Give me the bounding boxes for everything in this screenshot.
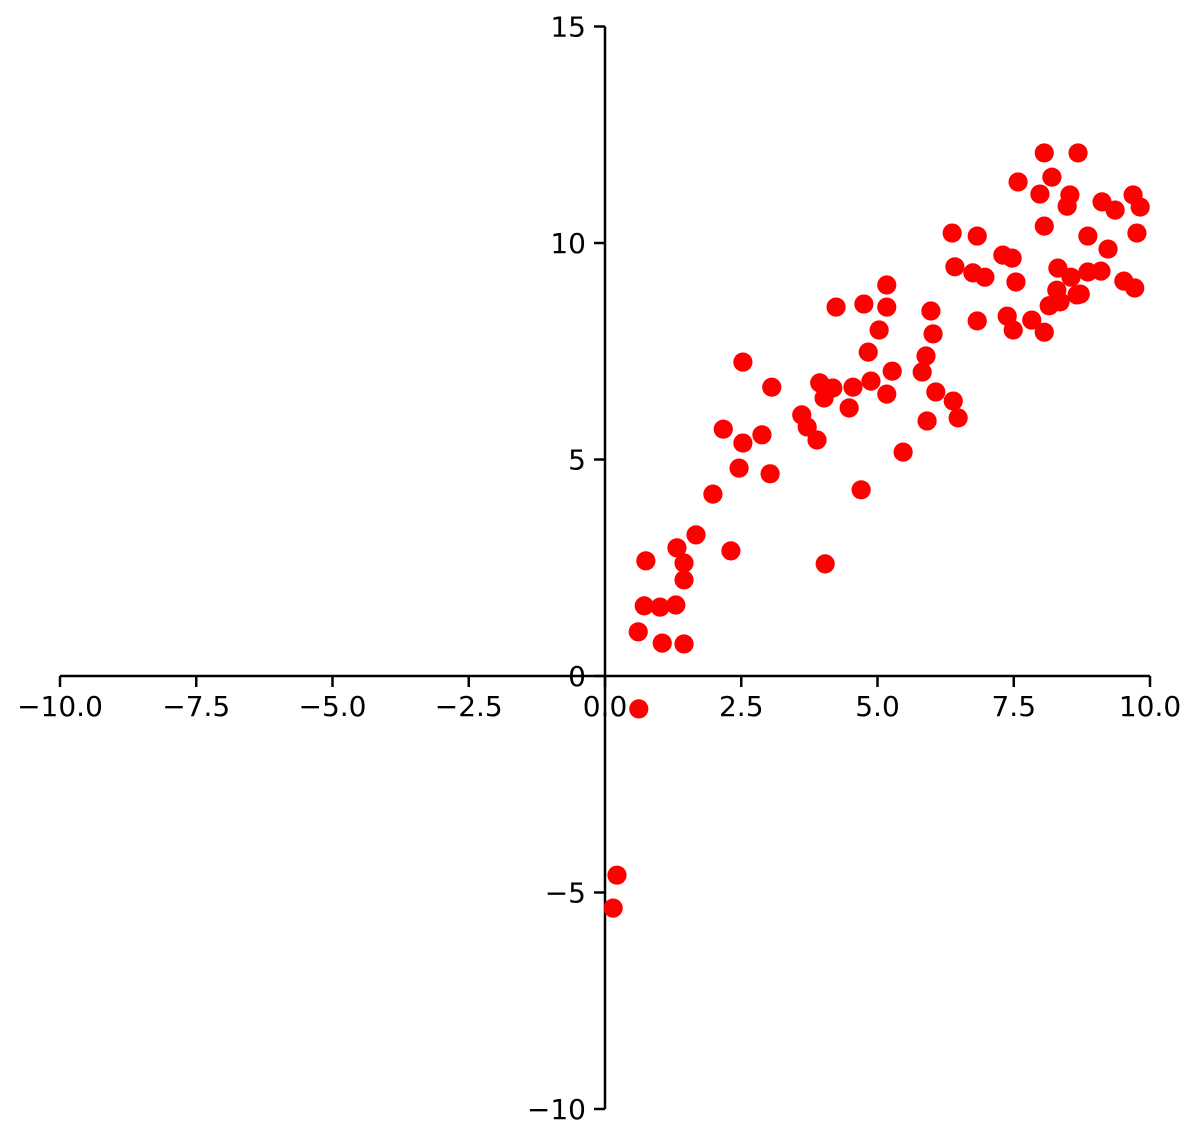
data-point [942, 223, 962, 243]
data-point [943, 391, 963, 411]
data-point [1105, 200, 1125, 220]
data-point [851, 480, 871, 500]
data-point [877, 275, 897, 295]
data-point [1127, 223, 1147, 243]
data-point [967, 226, 987, 246]
data-point [1067, 285, 1087, 305]
data-point [948, 408, 968, 428]
data-point [1034, 216, 1054, 236]
data-point [1130, 197, 1150, 217]
data-point [945, 257, 965, 277]
data-point [858, 342, 878, 362]
data-point [1050, 292, 1070, 312]
data-point [674, 570, 694, 590]
data-point [877, 297, 897, 317]
y-tick-label: 10 [550, 227, 586, 260]
data-point [826, 297, 846, 317]
data-point [839, 398, 859, 418]
data-point [650, 597, 670, 617]
data-point [652, 633, 672, 653]
data-point [814, 388, 834, 408]
x-tick-label: −7.5 [162, 690, 230, 723]
data-point [733, 433, 753, 453]
data-point [703, 484, 723, 504]
scatter-points [603, 143, 1150, 918]
data-point [1042, 167, 1062, 187]
data-point [967, 311, 987, 331]
data-point [921, 301, 941, 321]
data-point [882, 361, 902, 381]
data-point [634, 596, 654, 616]
data-point [1002, 248, 1022, 268]
data-point [1022, 310, 1042, 330]
data-point [1068, 143, 1088, 163]
data-point [721, 541, 741, 561]
data-point [1034, 322, 1054, 342]
data-point [912, 362, 932, 382]
data-point [815, 554, 835, 574]
data-point [926, 382, 946, 402]
data-point [917, 411, 937, 431]
data-point [861, 371, 881, 391]
x-tick-label: 10.0 [1119, 690, 1181, 723]
data-point [752, 425, 772, 445]
data-point [629, 699, 649, 719]
data-point [607, 865, 627, 885]
data-point [923, 324, 943, 344]
data-point [1125, 278, 1145, 298]
data-point [1003, 320, 1023, 340]
data-point [893, 442, 913, 462]
data-point [713, 419, 733, 439]
data-point [686, 525, 706, 545]
data-point [1078, 226, 1098, 246]
data-point [1030, 184, 1050, 204]
data-point [674, 553, 694, 573]
data-point [733, 352, 753, 372]
data-point [603, 898, 623, 918]
data-point [762, 377, 782, 397]
y-tick-label: 5 [568, 444, 586, 477]
data-point [628, 622, 648, 642]
y-tick-label: −5 [545, 877, 586, 910]
data-point [636, 551, 656, 571]
axes-spines-and-ticks [58, 25, 1152, 1111]
data-point [869, 320, 889, 340]
x-tick-label: −10.0 [17, 690, 103, 723]
x-tick-label: 2.5 [719, 690, 764, 723]
x-tick-label: −2.5 [435, 690, 503, 723]
data-point [1061, 267, 1081, 287]
data-point [1008, 172, 1028, 192]
data-point [877, 384, 897, 404]
x-tick-label: 7.5 [991, 690, 1036, 723]
data-point [674, 634, 694, 654]
x-tick-label: 5.0 [855, 690, 900, 723]
x-tick-label: −5.0 [299, 690, 367, 723]
data-point [797, 417, 817, 437]
y-tick-label: 15 [550, 11, 586, 44]
data-point [1091, 261, 1111, 281]
y-tick-label: −10 [527, 1093, 586, 1126]
data-point [1057, 196, 1077, 216]
data-point [760, 464, 780, 484]
axis-tick-labels: −10.0 −7.5 −5.0 −2.5 0.0 2.5 5.0 7.5 10.0−10−505… [17, 11, 1181, 1127]
data-point [667, 538, 687, 558]
data-point [916, 346, 936, 366]
data-point [843, 377, 863, 397]
data-point [666, 595, 686, 615]
data-point [807, 430, 827, 450]
data-point [1006, 272, 1026, 292]
data-point [854, 294, 874, 314]
data-point [1098, 239, 1118, 259]
data-point [1034, 143, 1054, 163]
data-point [729, 458, 749, 478]
data-point [975, 267, 995, 287]
